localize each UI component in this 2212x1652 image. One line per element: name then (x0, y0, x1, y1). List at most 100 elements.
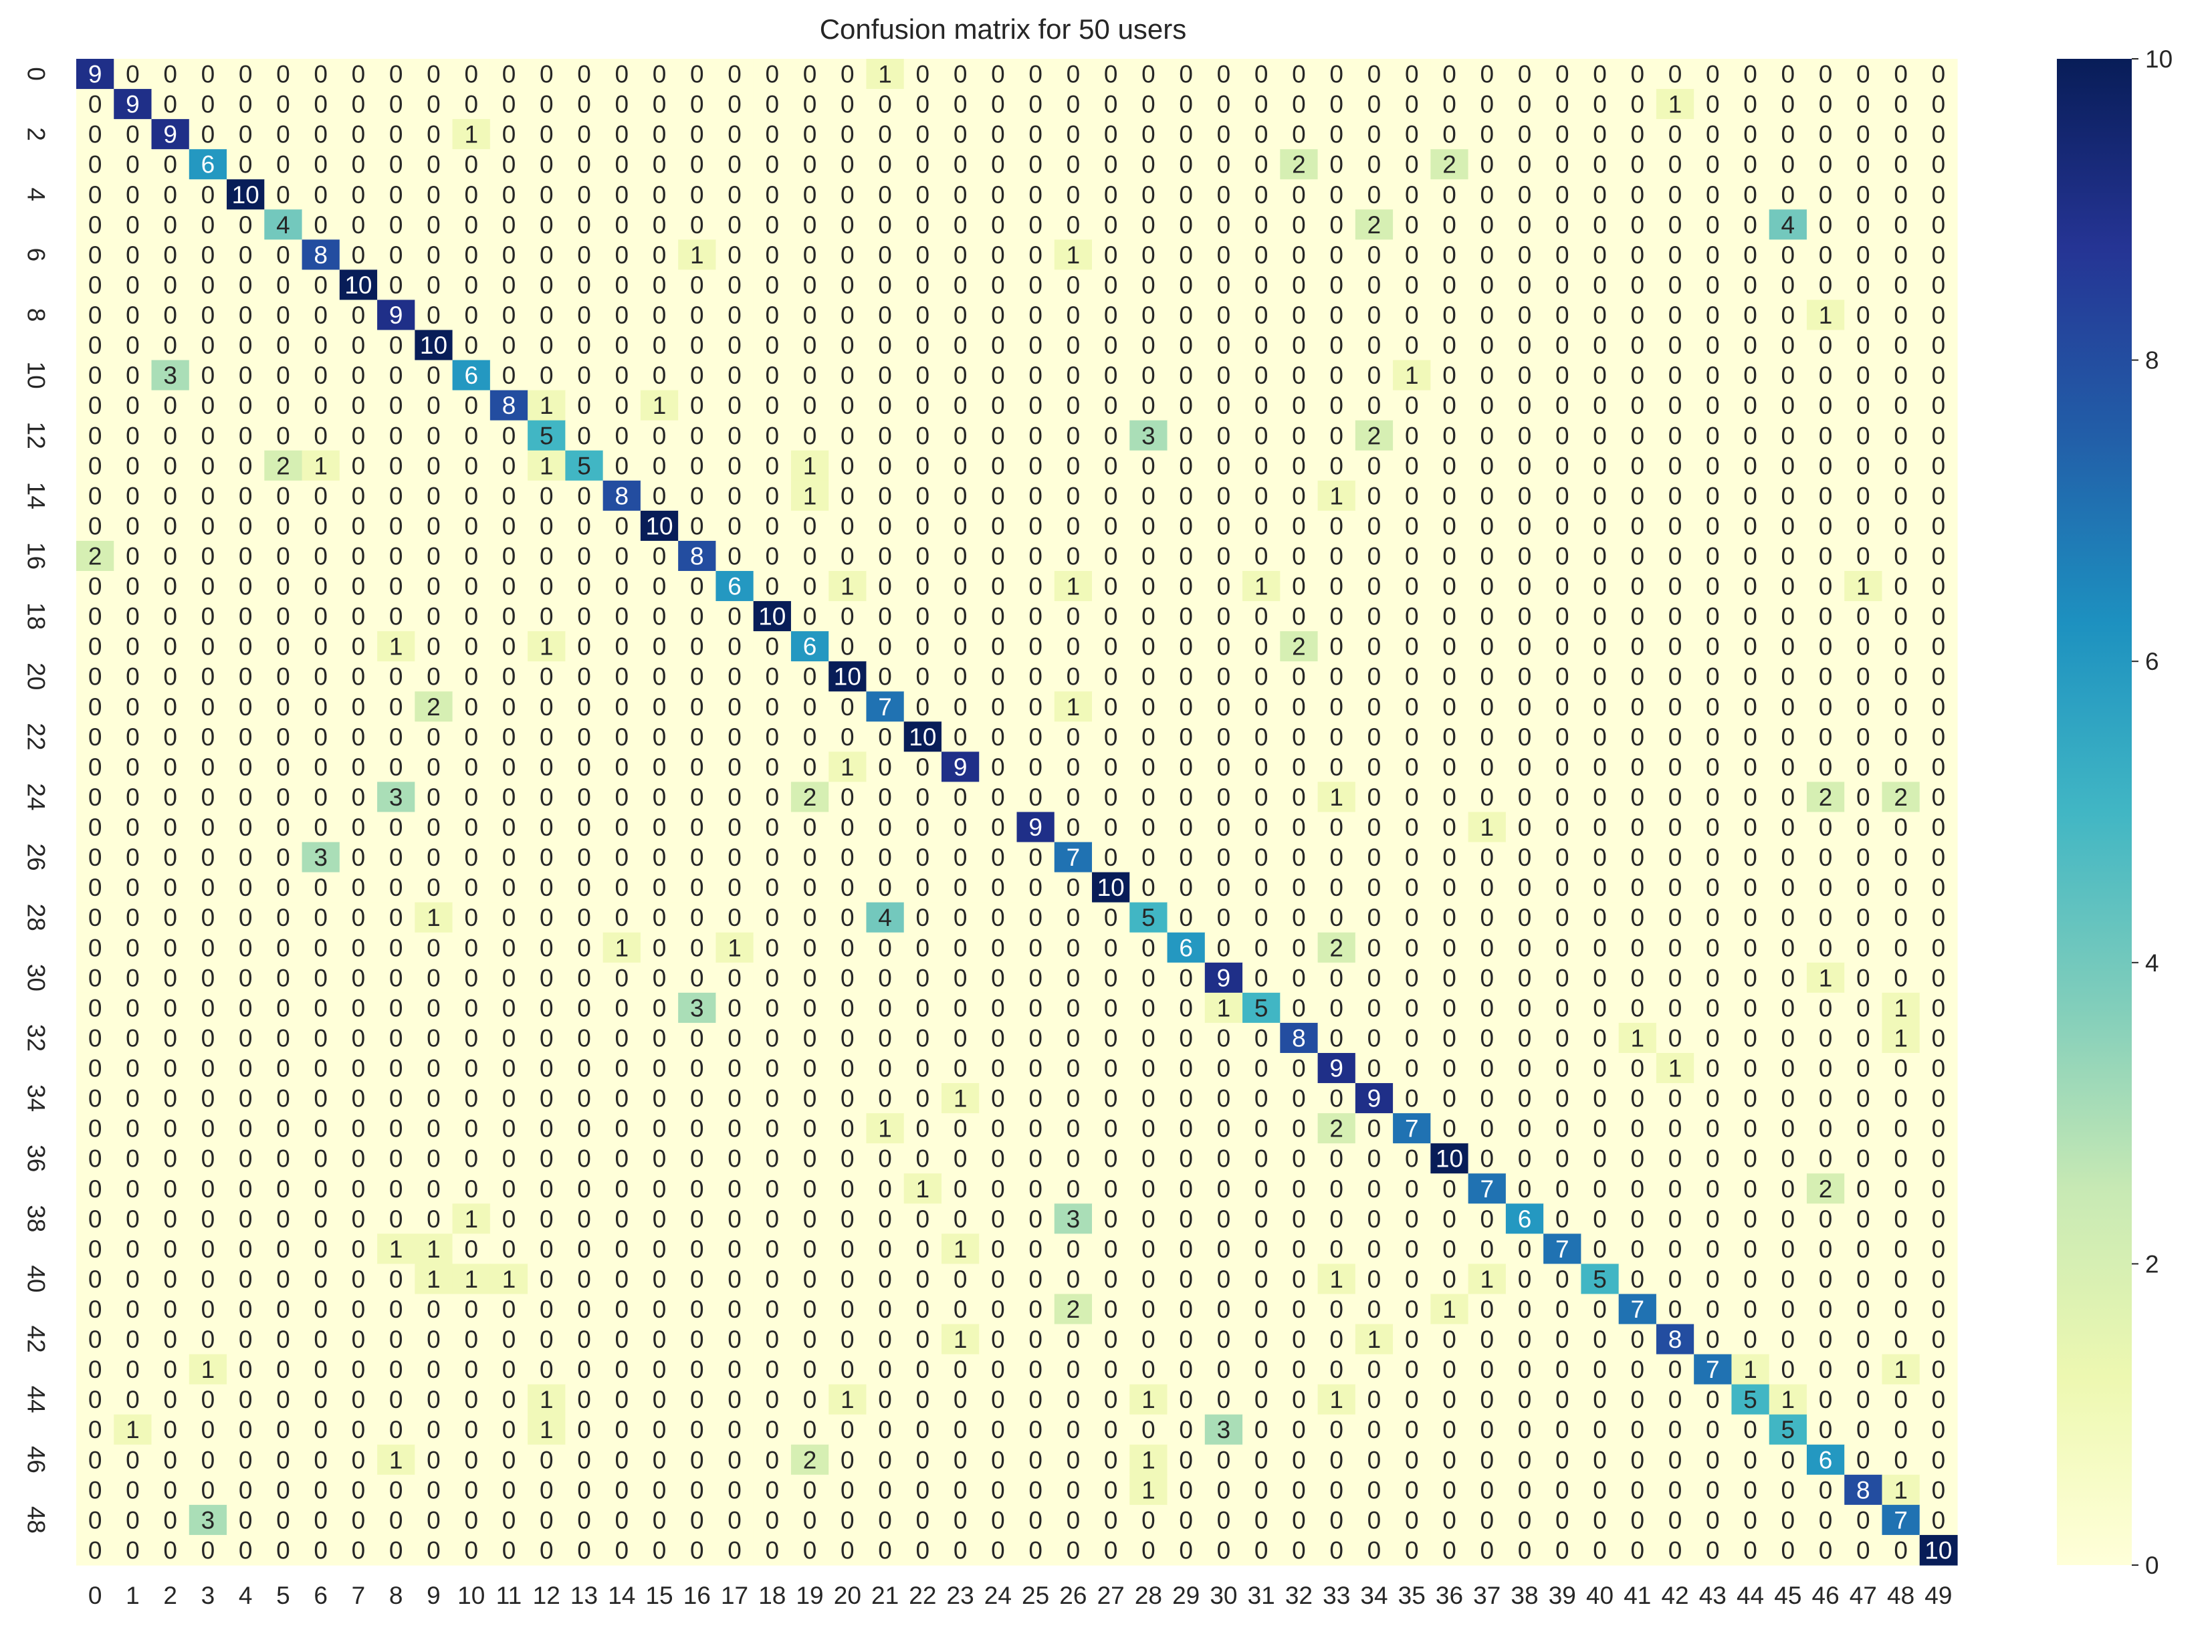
cell-value-label: 0 (1856, 1235, 1870, 1263)
cell-value-label: 0 (88, 1356, 102, 1383)
cell-value-label: 0 (1518, 1175, 1532, 1203)
cell-value-label: 0 (314, 271, 328, 299)
cell-value-label: 0 (1631, 1145, 1645, 1173)
cell-value-label: 0 (88, 151, 102, 179)
cell-value-label: 0 (1179, 211, 1193, 239)
cell-value-label: 0 (1593, 1235, 1607, 1263)
cell-value-label: 0 (1819, 874, 1833, 901)
cell-value-label: 0 (916, 753, 930, 781)
cell-value-label: 0 (1856, 693, 1870, 721)
cell-value-label: 0 (427, 1446, 441, 1473)
cell-value-label: 0 (1179, 1235, 1193, 1263)
cell-value-label: 0 (1781, 332, 1795, 359)
cell-value-label: 0 (1442, 753, 1456, 781)
cell-value-label: 0 (878, 1326, 892, 1353)
cell-value-label: 0 (1028, 1055, 1042, 1082)
cell-value-label: 0 (163, 814, 177, 841)
cell-value-label: 1 (1442, 1296, 1456, 1323)
cell-value-label: 0 (766, 91, 780, 118)
cell-value-label: 0 (916, 1446, 930, 1473)
cell-value-label: 0 (540, 1205, 554, 1233)
cell-value-label: 0 (126, 241, 140, 269)
cell-value-label: 1 (1894, 1476, 1908, 1504)
cell-value-label: 0 (1781, 392, 1795, 419)
cell-value-label: 0 (276, 1145, 290, 1173)
cell-value-label: 0 (1706, 1386, 1720, 1413)
cell-value-label: 0 (1819, 512, 1833, 540)
cell-value-label: 0 (502, 723, 516, 751)
cell-value-label: 0 (502, 121, 516, 148)
cell-value-label: 0 (1781, 1115, 1795, 1143)
cell-value-label: 0 (163, 1175, 177, 1203)
cell-value-label: 0 (1104, 1055, 1118, 1082)
cell-value-label: 0 (276, 1205, 290, 1233)
cell-value-label: 0 (1631, 1085, 1645, 1112)
cell-value-label: 0 (427, 1175, 441, 1203)
cell-value-label: 0 (314, 1446, 328, 1473)
cell-value-label: 0 (1932, 1085, 1946, 1112)
cell-value-label: 0 (1631, 1205, 1645, 1233)
cell-value-label: 0 (954, 633, 968, 661)
cell-value-label: 0 (615, 1446, 629, 1473)
cell-value-label: 0 (841, 91, 855, 118)
cell-value-label: 0 (1480, 1356, 1494, 1383)
cell-value-label: 0 (1405, 753, 1419, 781)
cell-value-label: 0 (1067, 994, 1081, 1022)
cell-value-label: 0 (766, 181, 780, 209)
cell-value-label: 0 (690, 904, 704, 931)
cell-value-label: 0 (1706, 151, 1720, 179)
cell-value-label: 0 (653, 814, 667, 841)
cell-value-label: 0 (1518, 1536, 1532, 1564)
cell-value-label: 0 (1067, 603, 1081, 630)
cell-value-label: 0 (841, 1175, 855, 1203)
cell-value-label: 0 (88, 723, 102, 751)
cell-value-label: 0 (201, 121, 215, 148)
cell-value-label: 1 (1405, 362, 1419, 389)
cell-value-label: 0 (615, 1235, 629, 1263)
cell-value-label: 0 (1593, 482, 1607, 509)
cell-value-label: 0 (615, 512, 629, 540)
cell-value-label: 0 (615, 362, 629, 389)
cell-value-label: 0 (1706, 1235, 1720, 1263)
cell-value-label: 0 (728, 994, 742, 1022)
cell-value-label: 0 (954, 151, 968, 179)
heatmap-cell (1280, 59, 1319, 90)
cell-value-label: 0 (615, 1085, 629, 1112)
cell-value-label: 0 (1442, 332, 1456, 359)
cell-value-label: 0 (1405, 61, 1419, 88)
cell-value-label: 0 (766, 1416, 780, 1443)
cell-value-label: 0 (1367, 874, 1381, 901)
cell-value-label: 0 (502, 904, 516, 931)
cell-value-label: 0 (276, 904, 290, 931)
cell-value-label: 0 (1593, 1356, 1607, 1383)
cell-value-label: 1 (427, 904, 441, 931)
cell-value-label: 0 (201, 573, 215, 600)
cell-value-label: 0 (1292, 1145, 1306, 1173)
cell-value-label: 0 (878, 784, 892, 811)
cell-value-label: 0 (163, 1235, 177, 1263)
cell-value-label: 0 (427, 241, 441, 269)
cell-value-label: 0 (916, 663, 930, 691)
cell-value-label: 0 (878, 91, 892, 118)
cell-value-label: 0 (1480, 753, 1494, 781)
cell-value-label: 0 (615, 994, 629, 1022)
cell-value-label: 0 (1932, 1266, 1946, 1293)
cell-value-label: 0 (916, 784, 930, 811)
cell-value-label: 0 (1179, 814, 1193, 841)
cell-value-label: 2 (1329, 1115, 1343, 1143)
cell-value-label: 0 (728, 1235, 742, 1263)
cell-value-label: 0 (954, 1266, 968, 1293)
cell-value-label: 0 (577, 844, 591, 871)
cell-value-label: 0 (427, 964, 441, 991)
cell-value-label: 0 (653, 241, 667, 269)
cell-value-label: 0 (1179, 241, 1193, 269)
cell-value-label: 1 (615, 934, 629, 961)
cell-value-label: 0 (878, 723, 892, 751)
cell-value-label: 0 (878, 1175, 892, 1203)
cell-value-label: 0 (389, 573, 403, 600)
cell-value-label: 0 (1367, 452, 1381, 479)
cell-value-label: 0 (427, 181, 441, 209)
cell-value-label: 0 (954, 1476, 968, 1504)
cell-value-label: 0 (1856, 994, 1870, 1022)
cell-value-label: 0 (577, 1235, 591, 1263)
